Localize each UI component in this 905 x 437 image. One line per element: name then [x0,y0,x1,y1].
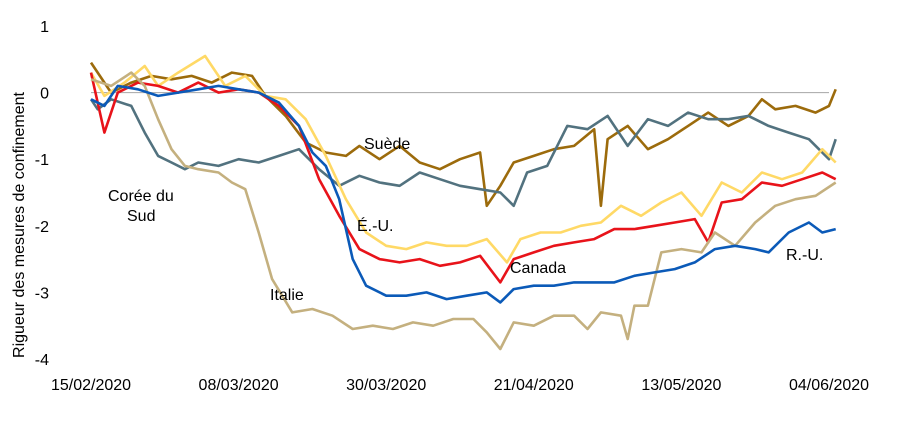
x-tick-label: 30/03/2020 [346,377,426,394]
y-axis-label: Rigueur des mesures de confinement [11,91,28,357]
series-line-Corée du Sud [89,98,837,208]
label-eu: É.-U. [357,216,393,235]
x-tick-label: 15/02/2020 [51,377,131,394]
x-tick-label: 08/03/2020 [199,377,279,394]
x-axis-ticks: 15/02/2020 08/03/2020 30/03/2020 21/04/2020… [51,377,869,394]
y-tick-label: -1 [35,152,49,169]
label-coree-du-sud-line1: Corée du [108,188,174,205]
y-tick-label: 1 [40,19,49,36]
y-tick-label: -4 [35,352,49,369]
label-ru: R.-U. [786,247,823,264]
series-line-É.-U. [89,54,837,264]
series-line-Italie [90,71,837,351]
series-line-R.-U. [90,84,837,304]
x-tick-label: 04/06/2020 [789,377,869,394]
label-suede: Suède [364,136,410,153]
series-line-Suède [89,61,837,208]
y-tick-label: 0 [40,86,49,103]
y-tick-label: -2 [35,219,49,236]
y-tick-label: -3 [35,285,49,302]
x-tick-label: 21/04/2020 [494,377,574,394]
label-italie: Italie [270,287,304,304]
label-coree-du-sud-line2: Sud [127,208,155,225]
series-labels: Suède Corée du Sud É.-U. Canada Italie R… [108,136,823,304]
series-lines [89,54,837,351]
label-canada: Canada [510,260,566,277]
x-tick-label: 13/05/2020 [641,377,721,394]
y-axis-ticks: 1 0 -1 -2 -3 -4 [35,19,49,369]
